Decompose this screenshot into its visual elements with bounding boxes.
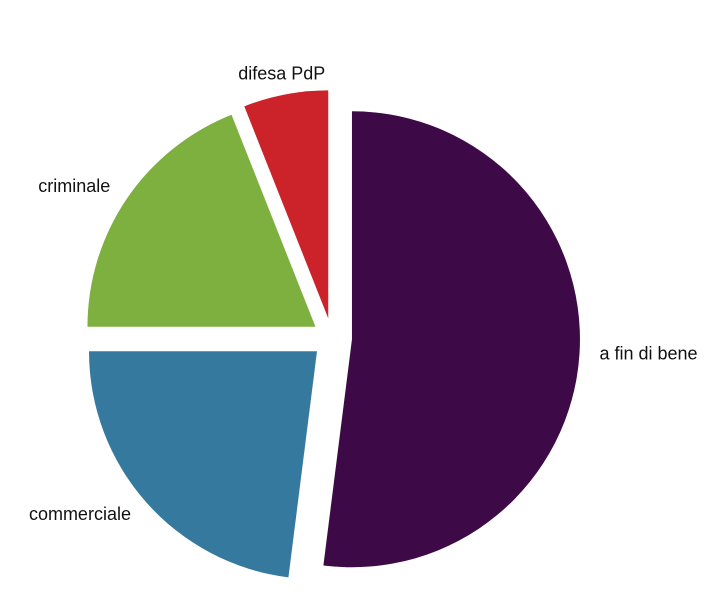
pie-slice (88, 351, 317, 578)
slice-label: a fin di bene (599, 344, 697, 364)
slice-label: commerciale (29, 504, 131, 524)
slice-label: criminale (38, 176, 110, 196)
slice-label: difesa PdP (238, 63, 325, 83)
pie-slice (87, 114, 316, 327)
pie-slice (244, 90, 329, 319)
pie-slice (323, 111, 580, 568)
